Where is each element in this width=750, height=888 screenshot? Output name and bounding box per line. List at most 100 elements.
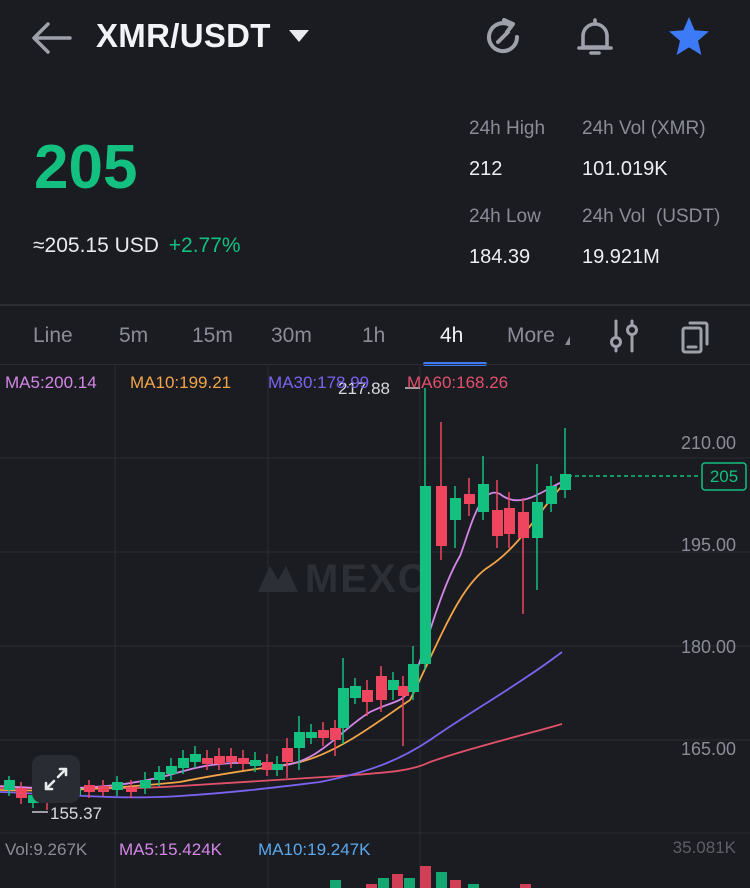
vol-xmr-value: 101.019K — [582, 158, 668, 180]
candle — [202, 750, 213, 770]
volume-bar — [366, 884, 377, 888]
current-price-tag-text: 205 — [710, 467, 738, 486]
volume-ma5-legend: MA5:15.424K — [119, 840, 223, 859]
candle-body — [112, 782, 123, 790]
candle-body — [126, 787, 137, 792]
low-value: 184.39 — [469, 246, 531, 268]
volume-bar — [330, 880, 341, 888]
candle-body — [504, 508, 515, 534]
max-price-label: 217.88 — [338, 379, 390, 398]
volume-bar — [450, 880, 461, 888]
tab-4h[interactable]: 4h — [440, 324, 464, 347]
low-label: 24h Low — [469, 206, 541, 227]
candle-body — [376, 676, 387, 700]
candle — [250, 752, 261, 772]
candlestick-chart[interactable]: MEXC 205 217.88 155.37 210.00 195.00 180… — [0, 365, 750, 888]
candle — [140, 772, 151, 794]
candle — [318, 722, 329, 746]
candle — [294, 716, 305, 770]
candle — [338, 658, 349, 744]
candle — [518, 498, 529, 614]
ma30-legend: MA30:178.99 — [268, 373, 370, 392]
candle-body — [420, 486, 431, 664]
candle — [214, 748, 225, 770]
candle — [16, 782, 27, 804]
copy-layout-icon[interactable] — [676, 318, 716, 354]
y-tick-165: 165.00 — [681, 739, 736, 759]
ma5-legend: MA5:200.14 — [5, 373, 97, 392]
candle-body — [362, 690, 373, 702]
candle-body — [84, 785, 95, 792]
candle-body — [546, 486, 557, 504]
candle — [282, 738, 293, 778]
tab-line[interactable]: Line — [33, 324, 73, 347]
candle — [154, 766, 165, 786]
high-label: 24h High — [469, 118, 546, 139]
candle-body — [166, 766, 177, 774]
candle — [166, 758, 177, 780]
star-icon[interactable] — [666, 14, 712, 60]
indicator-settings-icon[interactable] — [604, 318, 644, 354]
ma30-line — [0, 651, 563, 799]
candle-body — [408, 664, 419, 692]
candle — [190, 746, 201, 768]
tab-more[interactable]: More — [507, 324, 555, 347]
back-arrow-icon[interactable] — [28, 18, 76, 58]
candle — [478, 456, 489, 520]
tab-30m[interactable]: 30m — [271, 324, 312, 347]
refresh-icon[interactable] — [480, 14, 526, 60]
candle-body — [226, 756, 237, 762]
candle-body — [330, 728, 341, 740]
candle — [504, 492, 515, 548]
bell-icon[interactable] — [572, 14, 618, 60]
y-tick-210: 210.00 — [681, 433, 736, 453]
high-value: 212 — [469, 158, 503, 180]
tab-5m[interactable]: 5m — [119, 324, 149, 347]
candle-body — [140, 780, 151, 788]
y-tick-180: 180.00 — [681, 637, 736, 657]
ma10-line — [0, 485, 563, 792]
current-price-tag — [701, 462, 747, 491]
tab-15m[interactable]: 15m — [192, 324, 233, 347]
candle — [450, 486, 461, 548]
volume-ma10-legend: MA10:19.247K — [258, 840, 371, 859]
volume-max-label: 35.081K — [672, 838, 736, 857]
chart-grid — [0, 366, 750, 888]
ma60-line — [0, 723, 563, 790]
candle — [178, 750, 189, 774]
fullscreen-button[interactable] — [32, 755, 80, 803]
price-change-percent: +2.77% — [168, 234, 241, 257]
volume-bar — [420, 866, 431, 888]
candle — [306, 724, 317, 744]
candle — [532, 464, 543, 590]
min-price-label: 155.37 — [50, 804, 102, 823]
candle-body — [436, 486, 447, 546]
ma60-legend: MA60:168.26 — [407, 373, 509, 392]
vol-xmr-label: 24h Vol (XMR) — [582, 118, 706, 139]
volume-bar — [436, 872, 447, 888]
candle — [272, 756, 283, 776]
y-tick-195: 195.00 — [681, 535, 736, 555]
more-caret-icon[interactable] — [565, 336, 570, 345]
caret-down-icon[interactable] — [289, 30, 309, 42]
candle-body — [282, 748, 293, 762]
approx-usd-price: ≈205.15 USD — [33, 234, 159, 257]
last-price: 205 — [34, 133, 138, 202]
candle-body — [238, 758, 249, 764]
candle — [226, 748, 237, 768]
candle — [376, 666, 387, 712]
candle — [398, 676, 409, 746]
candle-body — [478, 484, 489, 512]
candle — [492, 480, 503, 548]
candle-body — [262, 762, 273, 770]
volume-bar — [404, 878, 415, 888]
candle — [98, 780, 109, 796]
trading-pair-title[interactable]: XMR/USDT — [96, 17, 271, 54]
vol-usdt-value: 19.921M — [582, 246, 660, 268]
volume-bar — [468, 884, 479, 888]
candle — [362, 680, 373, 716]
candle-body — [250, 760, 261, 766]
tab-1h[interactable]: 1h — [362, 324, 386, 347]
candle-body — [178, 758, 189, 768]
candle — [84, 780, 95, 798]
